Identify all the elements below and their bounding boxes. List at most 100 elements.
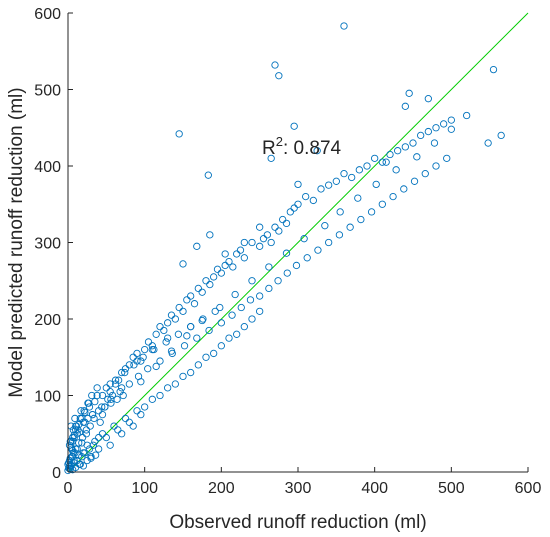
data-point [82, 430, 91, 438]
data-point [81, 408, 89, 416]
data-point [144, 365, 152, 373]
data-point [179, 307, 187, 315]
data-point [447, 125, 455, 133]
data-point [137, 410, 145, 419]
data-point [167, 347, 176, 355]
data-point [108, 391, 117, 400]
y-tick-label: 300 [34, 236, 61, 253]
data-point [294, 200, 302, 208]
data-point [193, 242, 201, 250]
data-point [246, 296, 255, 304]
data-point [271, 223, 279, 231]
data-point [79, 449, 87, 457]
data-point [133, 349, 141, 358]
data-point [187, 292, 195, 300]
data-point [91, 451, 100, 459]
data-point [367, 208, 376, 216]
data-point [313, 147, 321, 155]
data-point [256, 292, 264, 300]
data-point [372, 180, 380, 189]
data-point [77, 407, 85, 415]
data-point [156, 357, 164, 365]
data-point [106, 380, 114, 388]
data-point [118, 384, 126, 392]
data-point [389, 192, 397, 201]
data-point [98, 391, 107, 400]
data-point [225, 334, 233, 342]
data-point [363, 162, 371, 170]
y-tick-label: 500 [34, 83, 61, 100]
data-point [210, 349, 218, 358]
data-point [248, 277, 256, 285]
data-point [354, 194, 362, 202]
data-point [121, 368, 129, 377]
data-point [96, 418, 104, 426]
data-point [248, 238, 256, 247]
r-squared-value: : 0.874 [283, 138, 342, 159]
y-tick-label: 0 [52, 465, 61, 482]
data-point [198, 316, 206, 325]
data-point [424, 127, 432, 136]
data-point [321, 222, 329, 230]
data-point [206, 231, 214, 239]
data-point [83, 456, 91, 465]
data-point [267, 238, 275, 247]
data-point [447, 116, 455, 124]
data-point [156, 391, 164, 400]
data-point [164, 384, 172, 392]
data-point [85, 403, 94, 411]
data-point [394, 147, 402, 155]
data-point [175, 303, 183, 312]
data-point [484, 139, 492, 147]
data-point [179, 372, 187, 381]
data-point [78, 433, 87, 442]
data-point [148, 345, 156, 354]
data-point [133, 357, 141, 365]
data-point [167, 311, 176, 319]
y-tick-label: 100 [34, 389, 61, 406]
data-point [95, 445, 103, 453]
data-point [279, 215, 287, 224]
data-point [204, 171, 212, 179]
data-point [113, 395, 121, 403]
x-tick-label: 200 [208, 480, 235, 497]
data-point [271, 61, 279, 69]
data-point [88, 410, 97, 419]
data-point [121, 365, 130, 373]
data-point [282, 219, 291, 228]
data-point [171, 380, 179, 388]
data-point [125, 380, 133, 388]
data-point [194, 284, 202, 293]
data-point [121, 414, 130, 423]
data-point [93, 384, 101, 392]
data-point [378, 200, 386, 208]
data-point [440, 120, 448, 128]
data-point [74, 426, 82, 434]
data-point [300, 235, 308, 243]
data-point [129, 353, 137, 361]
data-point [275, 227, 283, 235]
data-point [332, 177, 340, 185]
data-point [336, 208, 344, 216]
data-point [217, 319, 225, 327]
data-point [424, 95, 432, 103]
data-point [71, 414, 79, 423]
x-tick-label: 300 [285, 480, 312, 497]
data-point [93, 391, 101, 400]
data-point [340, 22, 348, 30]
data-point [187, 322, 195, 331]
data-point [160, 326, 168, 335]
data-point [98, 410, 107, 419]
data-point [282, 249, 291, 257]
data-point [340, 169, 348, 178]
data-point [237, 303, 245, 312]
data-point [79, 418, 87, 426]
x-tick-label: 400 [361, 480, 388, 497]
data-point [290, 204, 298, 212]
data-point [231, 290, 239, 299]
data-point [171, 315, 179, 323]
data-point [314, 246, 322, 254]
data-point [144, 338, 153, 346]
data-point [348, 173, 356, 182]
r-squared-base: R [262, 138, 276, 159]
